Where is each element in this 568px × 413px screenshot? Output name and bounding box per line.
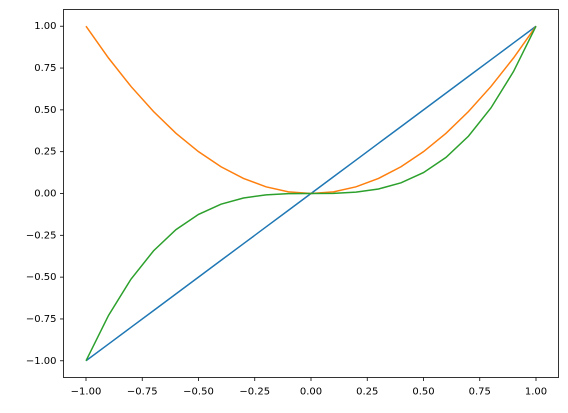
y-tick-label: 0.75 — [34, 63, 56, 74]
y-tick-label: 0.25 — [34, 147, 56, 158]
x-tick-label: 0.50 — [412, 387, 434, 398]
y-tick-label: −1.00 — [26, 356, 57, 367]
y-tick-label: −0.25 — [26, 230, 57, 241]
line-series — [85, 25, 537, 195]
y-tick-label: 1.00 — [34, 21, 56, 32]
y-tick-label: −0.50 — [26, 272, 57, 283]
x-tick-label: −1.00 — [71, 387, 102, 398]
x-tick-label: 1.00 — [525, 387, 547, 398]
x-tick-label: −0.25 — [239, 387, 270, 398]
x-tick-label: 0.00 — [300, 387, 322, 398]
x-tick-label: 0.75 — [469, 387, 491, 398]
x-tick-label: 0.25 — [356, 387, 378, 398]
y-tick-label: −0.75 — [26, 314, 57, 325]
x-tick-label: −0.50 — [183, 387, 214, 398]
x-tick-label: −0.75 — [127, 387, 158, 398]
y-tick-label: 0.50 — [34, 105, 56, 116]
line-series — [85, 25, 537, 362]
y-tick-label: 0.00 — [34, 189, 56, 200]
